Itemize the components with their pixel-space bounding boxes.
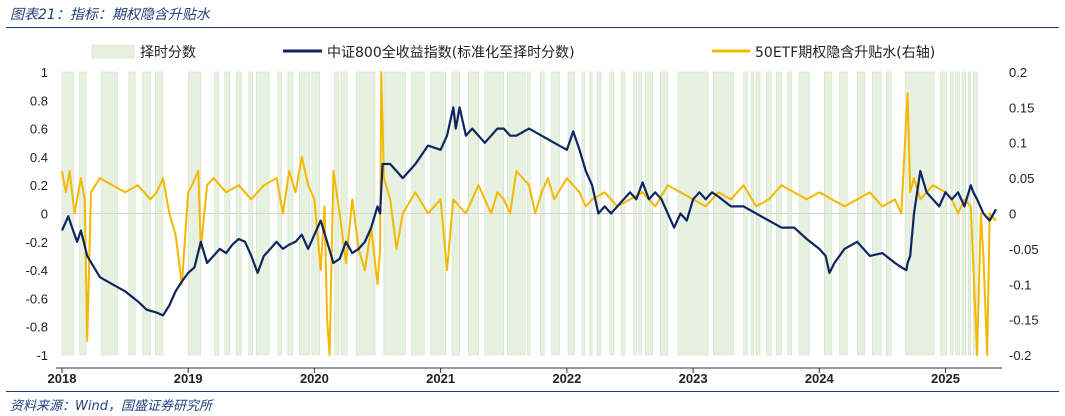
left-tick-label-5: 0 bbox=[41, 207, 48, 222]
right-tick-label-2: 0.1 bbox=[1009, 136, 1027, 151]
left-tick-label-4: 0.2 bbox=[30, 178, 48, 193]
left-tick-label-6: -0.2 bbox=[26, 235, 48, 250]
left-tick-label-9: -0.8 bbox=[26, 320, 48, 335]
x-tick-label-2019: 2019 bbox=[174, 371, 203, 386]
left-tick-label-0: 1 bbox=[41, 65, 48, 80]
page-title: 图表21：指标：期权隐含升贴水 bbox=[10, 7, 210, 23]
right-tick-label-6: -0.1 bbox=[1009, 277, 1031, 292]
x-tick-label-2024: 2024 bbox=[805, 371, 835, 386]
right-tick-label-5: -0.05 bbox=[1009, 242, 1039, 257]
legend-label-timing-score: 择时分数 bbox=[140, 45, 196, 61]
left-tick-label-2: 0.6 bbox=[30, 122, 48, 137]
x-tick-label-2022: 2022 bbox=[552, 371, 581, 386]
legend-swatch-timing-score bbox=[91, 44, 135, 59]
legend: 择时分数 中证800全收益指数(标准化至择时分数) 50ETF期权隐含升贴水(右… bbox=[91, 44, 935, 61]
axes: 2018 2019 2020 2021 2022 2023 2024 2025 1 0.8 0.6 0… bbox=[26, 65, 1039, 386]
left-tick-label-8: -0.6 bbox=[26, 291, 48, 306]
series-lines bbox=[60, 71, 997, 356]
legend-label-csi800: 中证800全收益指数(标准化至择时分数) bbox=[327, 44, 575, 61]
right-tick-label-1: 0.15 bbox=[1009, 100, 1034, 115]
title-divider bbox=[6, 27, 1059, 28]
x-tick-label-2021: 2021 bbox=[426, 371, 455, 386]
series-line-csi800 bbox=[60, 106, 997, 317]
source-divider bbox=[6, 391, 1059, 392]
left-tick-label-3: 0.4 bbox=[30, 150, 48, 165]
left-tick-label-1: 0.8 bbox=[30, 93, 48, 108]
source-note: 资料来源：Wind，国盛证券研究所 bbox=[10, 399, 212, 414]
x-tick-label-2018: 2018 bbox=[48, 371, 77, 386]
right-tick-label-8: -0.2 bbox=[1009, 348, 1031, 363]
x-tick-label-2023: 2023 bbox=[679, 371, 708, 386]
x-tick-label-2020: 2020 bbox=[300, 371, 329, 386]
left-tick-label-10: -1 bbox=[36, 348, 48, 363]
legend-label-50etf: 50ETF期权隐含升贴水(右轴) bbox=[755, 45, 935, 61]
right-tick-label-3: 0.05 bbox=[1009, 171, 1034, 186]
series-line-50etf bbox=[61, 71, 997, 356]
x-tick-label-2025: 2025 bbox=[931, 371, 960, 386]
left-tick-label-7: -0.4 bbox=[26, 263, 48, 278]
right-tick-label-7: -0.15 bbox=[1009, 313, 1039, 328]
right-tick-label-0: 0.2 bbox=[1009, 65, 1027, 80]
right-tick-label-4: 0 bbox=[1009, 207, 1016, 222]
